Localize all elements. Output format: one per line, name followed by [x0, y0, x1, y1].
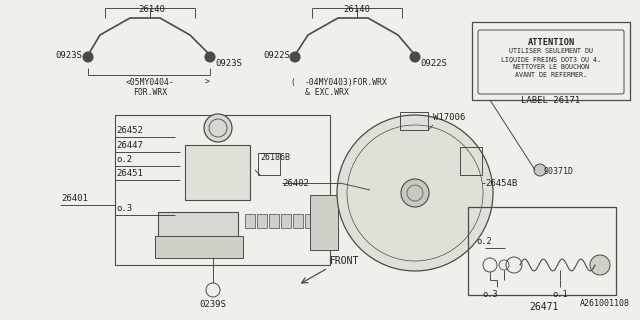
Bar — [281, 214, 291, 228]
Circle shape — [290, 52, 300, 62]
Text: 26454B: 26454B — [485, 179, 517, 188]
Bar — [257, 214, 267, 228]
Circle shape — [590, 255, 610, 275]
Text: 90371D: 90371D — [543, 167, 573, 177]
Bar — [460, 147, 482, 175]
Text: -04MY0403)FOR.WRX: -04MY0403)FOR.WRX — [305, 78, 388, 87]
Bar — [317, 214, 327, 228]
Text: 26402: 26402 — [282, 179, 309, 188]
Text: >: > — [205, 78, 210, 87]
Text: NETTOYER LE BOUCHON: NETTOYER LE BOUCHON — [513, 64, 589, 70]
Text: 0923S: 0923S — [215, 59, 242, 68]
Bar — [468, 207, 616, 295]
Bar — [155, 236, 243, 258]
Text: o.3: o.3 — [482, 290, 498, 299]
Text: 26140: 26140 — [139, 5, 165, 14]
Text: FOR.WRX: FOR.WRX — [133, 88, 167, 97]
Text: LIQUIDE FREINS DOT3 OU 4.: LIQUIDE FREINS DOT3 OU 4. — [501, 56, 601, 62]
Bar — [115, 115, 330, 265]
Bar — [258, 153, 280, 175]
Text: o.3: o.3 — [116, 204, 132, 213]
Text: & EXC.WRX: & EXC.WRX — [305, 88, 349, 97]
Bar — [305, 214, 315, 228]
Text: 0922S: 0922S — [263, 51, 290, 60]
Circle shape — [83, 52, 93, 62]
Text: 0923S: 0923S — [55, 51, 82, 60]
Bar — [293, 214, 303, 228]
Circle shape — [410, 52, 420, 62]
Circle shape — [337, 115, 493, 271]
Circle shape — [401, 179, 429, 207]
Text: 26186B: 26186B — [260, 153, 290, 162]
Text: 26401: 26401 — [61, 194, 88, 203]
Circle shape — [204, 114, 232, 142]
Text: AVANT DE REFERMER.: AVANT DE REFERMER. — [515, 72, 587, 78]
Text: o.2: o.2 — [116, 155, 132, 164]
Text: UTILISER SEULEMENT DU: UTILISER SEULEMENT DU — [509, 48, 593, 54]
Text: 26471: 26471 — [529, 302, 559, 312]
Bar — [185, 145, 250, 200]
Text: 26452: 26452 — [116, 126, 143, 135]
Text: LABEL 26171: LABEL 26171 — [522, 96, 580, 105]
Text: (: ( — [290, 78, 295, 87]
Text: 0239S: 0239S — [200, 300, 227, 309]
Text: ATTENTION: ATTENTION — [527, 38, 575, 47]
Text: FRONT: FRONT — [330, 256, 360, 266]
Bar — [310, 195, 338, 250]
Text: o.2: o.2 — [476, 237, 492, 246]
Text: A261001108: A261001108 — [580, 299, 630, 308]
Bar — [269, 214, 279, 228]
Circle shape — [534, 164, 546, 176]
Text: 26140: 26140 — [344, 5, 371, 14]
Bar — [400, 112, 428, 130]
Text: <05MY0404-: <05MY0404- — [125, 78, 174, 87]
Bar — [158, 212, 238, 250]
Text: o.1: o.1 — [552, 290, 568, 299]
Text: 0922S: 0922S — [420, 59, 447, 68]
Bar — [472, 22, 630, 100]
Circle shape — [205, 52, 215, 62]
Text: 26451: 26451 — [116, 169, 143, 178]
Text: W17006: W17006 — [433, 113, 465, 122]
Bar — [245, 214, 255, 228]
Text: 26447: 26447 — [116, 141, 143, 150]
